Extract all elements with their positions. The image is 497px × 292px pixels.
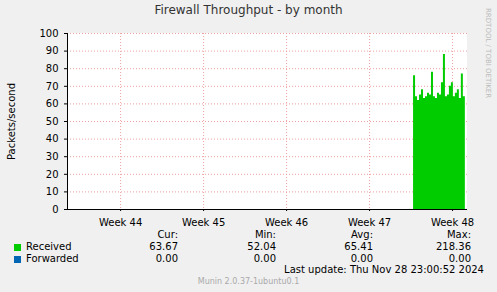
- svg-text:Week 47: Week 47: [348, 217, 391, 227]
- html-text:63.67: 63.67: [149, 241, 178, 252]
- html-text:0.00: 0.00: [253, 253, 276, 264]
- svg-text:40: 40: [46, 133, 59, 144]
- svg-text:70: 70: [46, 81, 59, 92]
- html-text:Min:: Min:: [254, 229, 276, 240]
- svg-text:Week 44: Week 44: [99, 217, 142, 227]
- html-text:Forwarded: Forwarded: [26, 253, 79, 264]
- svg-text:Week 46: Week 46: [265, 217, 308, 227]
- svg-text:Packets/second: Packets/second: [6, 83, 17, 160]
- html-text:Avg:: Avg:: [351, 229, 373, 240]
- html-text:RRDTOOL / TOBI OETIKER: RRDTOOL / TOBI OETIKER: [484, 8, 492, 99]
- html-text:Received: Received: [26, 241, 72, 252]
- svg-text:10: 10: [46, 186, 59, 197]
- html-text:0.00: 0.00: [350, 253, 373, 264]
- svg-text:90: 90: [46, 45, 59, 56]
- html-text:Munin 2.0.37-1ubuntu0.1: Munin 2.0.37-1ubuntu0.1: [197, 277, 300, 286]
- html-text:218.36: 218.36: [436, 241, 471, 252]
- svg-text:Week 45: Week 45: [182, 217, 225, 227]
- svg-text:50: 50: [46, 116, 59, 127]
- svg-text:0: 0: [52, 204, 58, 215]
- html-text:52.04: 52.04: [247, 241, 276, 252]
- svg-text:80: 80: [46, 63, 59, 74]
- svg-text:30: 30: [46, 151, 59, 162]
- svg-text:100: 100: [39, 28, 58, 39]
- svg-text:60: 60: [46, 98, 59, 109]
- html-text:Max:: Max:: [447, 229, 471, 240]
- svg-text:20: 20: [46, 169, 59, 180]
- html-text:Last update: Thu Nov 28 23:00:: Last update: Thu Nov 28 23:00:52 2024: [284, 264, 484, 275]
- html-text:0.00: 0.00: [155, 253, 178, 264]
- svg-text:Week 48: Week 48: [431, 217, 474, 227]
- html-text:Firewall Throughput - by month: Firewall Throughput - by month: [154, 3, 343, 17]
- html-text:65.41: 65.41: [344, 241, 373, 252]
- html-text:Cur:: Cur:: [157, 229, 178, 240]
- html-text:0.00: 0.00: [448, 253, 471, 264]
